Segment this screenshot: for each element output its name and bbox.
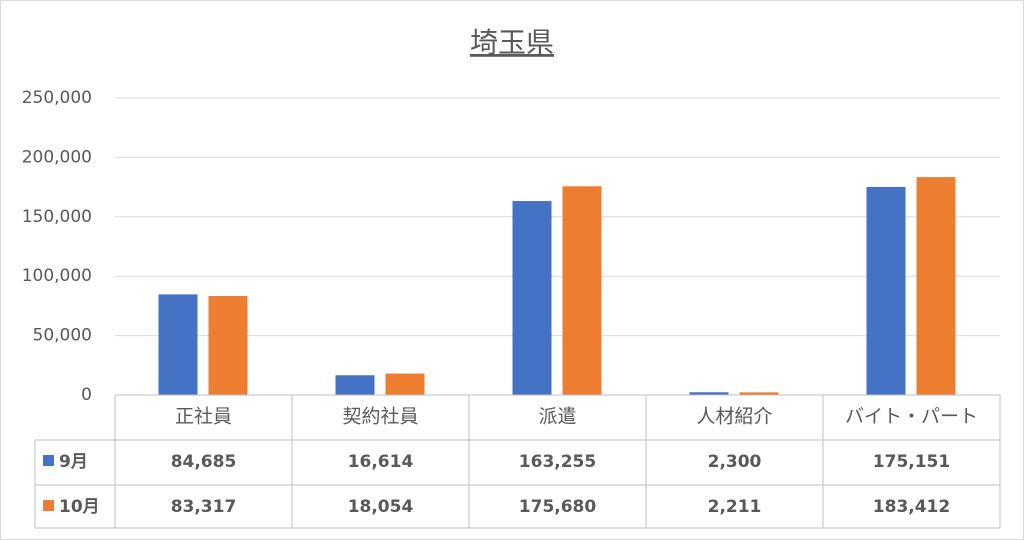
y-tick-label: 0 [81, 385, 92, 405]
y-tick-label: 150,000 [22, 207, 92, 227]
bar [562, 186, 602, 395]
legend-label: 9月 [59, 452, 88, 472]
x-tick-label: バイト・パート [845, 406, 978, 428]
bar [739, 392, 779, 395]
table-value: 84,685 [171, 452, 237, 472]
bar [208, 296, 248, 395]
table-value: 183,412 [873, 497, 950, 517]
bar [866, 186, 906, 395]
bar [385, 373, 425, 395]
table-value: 163,255 [519, 452, 596, 472]
y-tick-label: 100,000 [22, 266, 92, 286]
x-tick-label: 正社員 [175, 406, 232, 428]
chart-title: 埼玉県 [470, 26, 554, 59]
y-tick-label: 200,000 [22, 147, 92, 167]
y-tick-label: 250,000 [22, 88, 92, 108]
x-tick-label: 派遣 [538, 406, 576, 428]
x-tick-label: 契約社員 [342, 406, 418, 428]
bar [916, 177, 956, 395]
legend-key [43, 500, 54, 511]
x-tick-label: 人材紹介 [696, 406, 772, 428]
legend-key [43, 455, 54, 466]
bar [158, 294, 198, 395]
table-value: 2,211 [708, 497, 762, 517]
bar [689, 392, 729, 395]
legend-label: 10月 [59, 497, 100, 517]
y-tick-label: 50,000 [33, 326, 92, 346]
table-value: 83,317 [171, 497, 237, 517]
table-value: 16,614 [348, 452, 414, 472]
table-value: 175,151 [873, 452, 950, 472]
table-value: 2,300 [708, 452, 762, 472]
bar [512, 201, 552, 395]
bar [335, 375, 375, 395]
table-value: 18,054 [348, 497, 414, 517]
table-value: 175,680 [519, 497, 597, 517]
